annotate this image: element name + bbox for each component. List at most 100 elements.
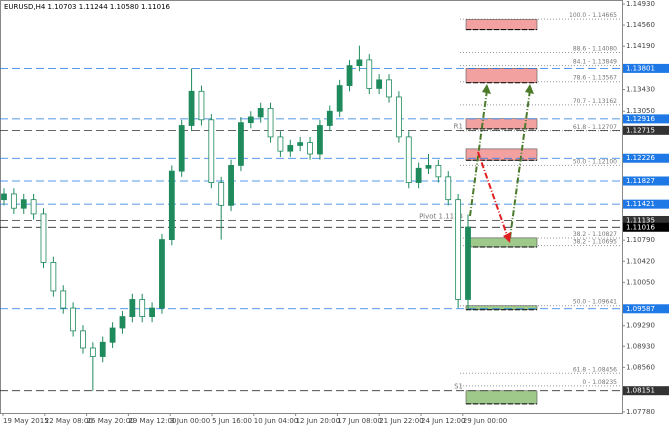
candle-body: [50, 262, 57, 292]
arrowhead: [525, 84, 534, 94]
candle-body: [425, 165, 432, 169]
price-tag: [623, 222, 669, 232]
fib-label: 38.2 - 1.10827: [573, 231, 617, 238]
candle-body: [1, 193, 7, 201]
candle-body: [30, 199, 37, 215]
candle-body: [445, 176, 452, 201]
candle-body: [20, 199, 27, 209]
candle-body: [198, 90, 205, 121]
price-tag-label: 1.12916: [626, 115, 655, 123]
price-tag: [623, 304, 669, 314]
y-tick-label: 1.08930: [626, 342, 655, 350]
fib-label: 61.8 - 1.12707: [573, 124, 617, 131]
x-tick-label: 5 Jun 16:00: [212, 417, 252, 425]
x-tick-label: 26 May 20:00: [87, 417, 135, 425]
y-tick-label: 1.14560: [626, 21, 655, 29]
candle-body: [109, 327, 116, 343]
y-tick-label: 1.10050: [626, 278, 655, 286]
candle-body: [405, 136, 412, 183]
zone: [465, 68, 538, 84]
x-tick-label: 22 May 08:00: [45, 417, 93, 425]
price-tag: [623, 199, 669, 209]
price-tag: [623, 114, 669, 124]
level-note: Pivot 1.1113: [419, 212, 463, 220]
candle-body: [129, 299, 136, 317]
candle-body: [415, 167, 422, 183]
candle-body: [376, 79, 383, 89]
candle-body: [139, 299, 146, 317]
candle-body: [80, 330, 86, 349]
candle-body: [287, 145, 294, 152]
x-tick-label: 29 May 12:00: [128, 417, 176, 425]
y-tick-label: 1.13050: [626, 107, 655, 115]
candle-body: [277, 136, 284, 152]
zone: [465, 148, 538, 161]
candle-body: [238, 122, 244, 166]
price-tag-label: 1.12226: [626, 154, 655, 162]
price-tag-label: 1.11421: [626, 200, 655, 208]
arrow: [477, 151, 509, 239]
x-tick-label: 19 May 2015: [3, 417, 49, 425]
candle-body: [228, 165, 234, 206]
candle-body: [89, 347, 96, 357]
fib-label: 84.1 - 1.13849: [573, 59, 617, 66]
fib-label: 50.0 - 1.12100: [573, 158, 617, 165]
candle-body: [159, 239, 165, 309]
fib-label: 0 - 1.08235: [582, 379, 617, 386]
price-tag-label: 1.12715: [626, 126, 655, 134]
y-tick-label: 1.08560: [626, 363, 655, 371]
x-tick-label: 3 Jun 00:00: [170, 417, 210, 425]
y-tick-label: 1.10790: [626, 236, 655, 244]
fib-label: 50.0 - 1.09641: [573, 299, 617, 306]
candle-body: [465, 226, 471, 300]
price-tag: [623, 176, 669, 186]
candle-body: [267, 107, 274, 138]
y-tick-label: 1.14190: [626, 42, 655, 50]
candle-body: [99, 341, 106, 357]
fib-label: 78.6 - 1.13567: [573, 75, 617, 82]
candle-body: [356, 59, 363, 67]
price-tag: [623, 215, 669, 225]
price-tag-label: 1.11827: [626, 177, 655, 185]
candle-body: [10, 193, 17, 209]
candle-body: [178, 125, 185, 172]
candle-body: [346, 65, 353, 86]
candle-body: [149, 307, 155, 317]
arrowhead: [482, 84, 491, 94]
candle-body: [257, 107, 264, 118]
zone: [465, 19, 538, 30]
fib-label: 88.6 - 1.14080: [573, 45, 617, 52]
price-tag: [623, 125, 669, 135]
price-tag-label: 1.11135: [626, 216, 655, 224]
x-tick-label: 24 Jun 12:00: [421, 417, 465, 425]
candle-body: [208, 119, 215, 183]
zone: [465, 237, 538, 248]
y-tick-label: 1.10420: [626, 257, 655, 265]
candle-body: [218, 182, 225, 206]
projection-arrows: [469, 84, 534, 243]
zone: [465, 305, 538, 311]
fib-label: 100.0 - 1.14665: [569, 12, 617, 19]
fib-label: 38.2 - 1.10695: [573, 239, 617, 246]
candle-body: [455, 199, 462, 300]
candle-body: [435, 165, 442, 178]
x-tick-label: 17 Jun 08:00: [337, 417, 381, 425]
candle-body: [326, 110, 333, 126]
x-tick-label: 21 Jun 22:00: [379, 417, 423, 425]
candle-body: [307, 142, 313, 155]
fib-label: 70.7 - 1.13162: [573, 98, 617, 105]
candle-body: [247, 116, 254, 124]
candle-body: [395, 96, 402, 138]
candle-body: [60, 290, 67, 309]
y-tick-label: 1.13430: [626, 86, 655, 94]
chart-title: EURUSD,H4 1.10703 1.11244 1.10580 1.1101…: [4, 3, 171, 11]
price-tag: [623, 63, 669, 73]
level-note: S1: [454, 383, 463, 391]
price-tag-label: 1.08151: [626, 387, 655, 395]
candle-body: [317, 125, 323, 155]
price-tag: [623, 386, 669, 396]
level-note: R1: [454, 122, 463, 130]
candle-body: [40, 213, 47, 263]
y-tick-label: 1.07780: [626, 408, 655, 416]
